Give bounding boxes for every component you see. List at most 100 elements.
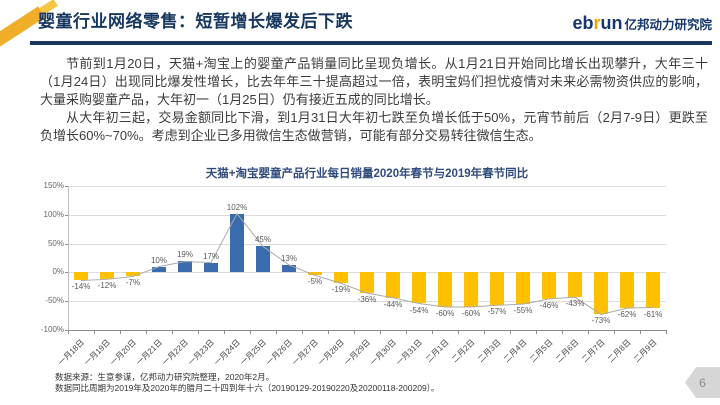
y-axis-tick (65, 186, 68, 187)
x-axis-tick (640, 330, 641, 334)
data-label: -43% (565, 299, 585, 309)
page-number: 6 (699, 375, 706, 390)
x-axis-tick (432, 330, 433, 334)
bar (490, 272, 504, 306)
x-axis-tick (380, 330, 381, 334)
data-label: 10% (150, 255, 167, 265)
data-label: 102% (226, 202, 248, 212)
gridline (68, 214, 666, 216)
body-paragraph-2: 从大年初三起，交易金额同比下滑，到1月31日大年初七跌至负增长低于50%，元宵节… (40, 110, 708, 143)
y-axis-tick (65, 243, 68, 245)
x-axis-tick (328, 330, 329, 334)
x-axis-tick (562, 330, 563, 334)
bar (412, 272, 426, 304)
bar (126, 272, 140, 277)
bar (100, 272, 114, 280)
bar (230, 213, 244, 273)
bar (620, 272, 634, 309)
x-axis-tick (198, 330, 199, 334)
data-label: -14% (71, 282, 91, 292)
y-axis-label: 100% (43, 209, 64, 219)
bar (178, 261, 192, 273)
y-axis-label: -50% (45, 296, 64, 306)
data-label: -61% (643, 309, 663, 319)
gridline (68, 243, 666, 245)
bar (360, 272, 374, 294)
y-axis-label: 50% (47, 238, 64, 248)
body-paragraph-1: 节前到1月20日，天猫+淘宝上的婴童产品销量同比呈现负增长。从1月21日开始同比… (40, 56, 708, 107)
footnote-source: 数据来源：生意参谋，亿邦动力研究院整理，2020年2月。 (55, 372, 275, 382)
data-label: -44% (383, 299, 403, 309)
y-axis-tick (65, 330, 68, 331)
logo-un: un (600, 13, 623, 33)
bar (516, 272, 530, 305)
data-label: -5% (307, 277, 323, 287)
y-axis-line (68, 186, 69, 330)
logo-chinese-name: 亿邦动力研究院 (624, 18, 712, 32)
gridline (68, 301, 666, 303)
logo-r: r (593, 13, 601, 33)
data-label: 45% (254, 235, 271, 245)
x-axis-tick (250, 330, 251, 334)
data-label: -54% (409, 305, 429, 315)
header-divider (30, 41, 712, 45)
x-axis-tick (94, 330, 95, 334)
page-title: 婴童行业网络零售：短暂增长爆发后下跌 (38, 12, 353, 31)
logo-eb: eb (572, 13, 594, 33)
bar (464, 272, 478, 307)
y-axis-tick (65, 301, 68, 303)
data-label: -73% (591, 316, 611, 326)
x-axis-tick (588, 330, 589, 334)
x-axis-tick (302, 330, 303, 334)
x-axis-tick (406, 330, 407, 334)
footnote-period: 数据同比周期为2019年及2020年的腊月二十四到年十六（20190129-20… (55, 383, 440, 393)
data-label: 19% (176, 250, 193, 260)
data-label: -7% (125, 278, 141, 288)
bar (386, 272, 400, 298)
x-axis-tick (120, 330, 121, 334)
bar (646, 272, 660, 308)
x-axis-tick (68, 330, 69, 334)
bar (152, 266, 166, 273)
bar (204, 262, 218, 273)
bar (334, 272, 348, 284)
x-axis-tick (666, 330, 667, 334)
data-label: -46% (539, 300, 559, 310)
bar (282, 264, 296, 273)
bar (256, 246, 270, 273)
data-label: -12% (97, 281, 117, 291)
data-label: 17% (202, 251, 219, 261)
data-label: -60% (461, 308, 481, 318)
x-axis-tick (510, 330, 511, 334)
bar (542, 272, 556, 299)
data-label: -57% (487, 307, 507, 317)
x-axis-tick (458, 330, 459, 334)
bar (74, 272, 88, 281)
x-axis-tick (354, 330, 355, 334)
y-axis-label: 0% (52, 267, 64, 277)
x-axis-tick (276, 330, 277, 334)
gridline (68, 330, 666, 331)
bar (438, 272, 452, 307)
x-axis-tick (484, 330, 485, 334)
data-label: -36% (357, 295, 377, 305)
gridline (68, 186, 666, 187)
x-axis-tick (146, 330, 147, 334)
data-label: -55% (513, 306, 533, 316)
x-axis-tick (536, 330, 537, 334)
chart-title: 天猫+淘宝婴童产品行业每日销量2020年春节与2019年春节同比 (205, 168, 529, 180)
bar (594, 272, 608, 315)
data-label: 13% (280, 253, 297, 263)
body-text-block: 节前到1月20日，天猫+淘宝上的婴童产品销量同比呈现负增长。从1月21日开始同比… (40, 55, 708, 145)
y-axis-label: 150% (43, 181, 64, 190)
bar (308, 272, 322, 276)
y-axis-tick (65, 214, 68, 216)
x-axis-tick (614, 330, 615, 334)
y-axis-tick (65, 272, 68, 274)
y-axis-label: -100% (40, 325, 64, 334)
chart-footnotes: 数据来源：生意参谋，亿邦动力研究院整理，2020年2月。 数据同比周期为2019… (55, 372, 439, 394)
x-axis-tick (224, 330, 225, 334)
data-label: -62% (617, 310, 637, 320)
